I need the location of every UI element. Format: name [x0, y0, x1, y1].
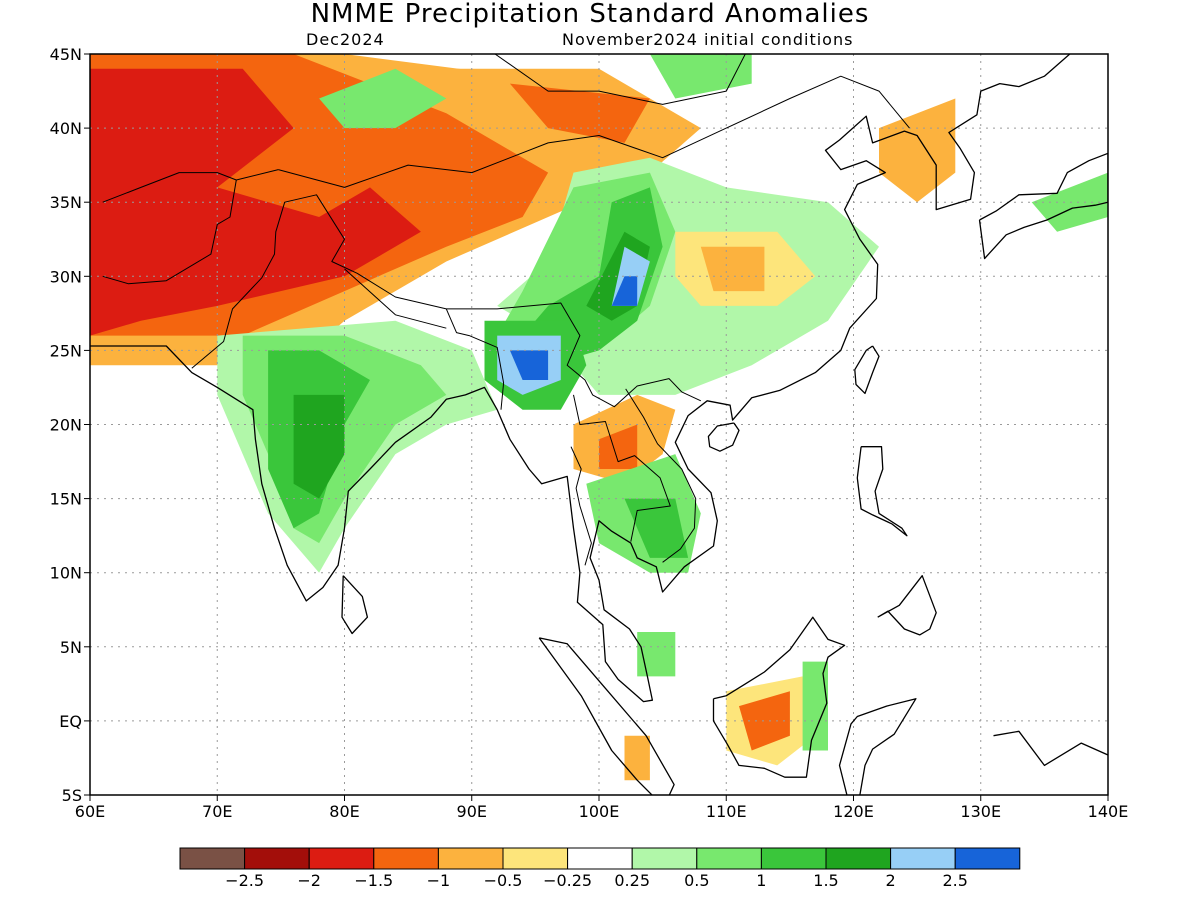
lat-tick-label-4: 25N	[50, 341, 82, 360]
coastline-6	[856, 446, 908, 537]
lon-tick-label-4: 100E	[579, 802, 620, 821]
colorbar-swatch-5	[502, 847, 569, 870]
colorbar-swatch-11	[890, 847, 956, 870]
coastline-4	[707, 422, 740, 452]
coastline-3	[712, 616, 846, 778]
lat-tick-label-9: EQ	[59, 712, 82, 731]
anomaly-region-23	[624, 498, 689, 558]
colorbar-swatch-2	[308, 847, 375, 870]
country-border-0	[102, 169, 279, 203]
colorbar-label-3: −1	[427, 871, 451, 890]
anomaly-region-19	[293, 394, 345, 499]
coastline-10	[978, 152, 1108, 260]
coastline-0	[90, 54, 1071, 703]
lon-tick-label-5: 110E	[706, 802, 747, 821]
lon-tick-label-2: 80E	[329, 802, 359, 821]
lat-lon-gridlines	[90, 54, 1108, 795]
coastline-8	[838, 698, 917, 795]
colorbar-swatch-9	[760, 847, 827, 870]
anomaly-region-4	[509, 83, 650, 143]
lat-tick-label-10: 5S	[62, 786, 82, 805]
country-border-3	[445, 308, 505, 410]
anomaly-region-32	[624, 735, 650, 781]
colorbar-swatch-4	[437, 847, 504, 870]
colorbar-swatch-12	[954, 847, 1021, 870]
colorbar-label-9: 1.5	[813, 871, 838, 890]
colorbar-label-4: −0.5	[484, 871, 523, 890]
country-border-9	[570, 446, 592, 566]
colorbar-label-1: −2	[297, 871, 321, 890]
lat-tick-label-2: 35N	[50, 193, 82, 212]
anomaly-shading	[90, 54, 1108, 781]
colorbar-label-10: 2	[886, 871, 896, 890]
coastline-2	[538, 637, 675, 795]
colorbar-label-2: −1.5	[354, 871, 393, 890]
lat-tick-label-8: 5N	[60, 638, 82, 657]
colorbar-swatch-3	[373, 847, 439, 870]
colorbar-label-6: 0.25	[614, 871, 650, 890]
lon-tick-label-6: 120E	[833, 802, 874, 821]
lon-tick-label-0: 60E	[75, 802, 105, 821]
anomaly-region-26	[802, 661, 828, 751]
colorbar-swatch-10	[825, 847, 892, 870]
colorbar-label-7: 0.5	[684, 871, 709, 890]
colorbar-swatch-1	[244, 847, 310, 870]
coastline-5	[854, 345, 880, 395]
country-border-1	[102, 179, 237, 285]
anomaly-region-25	[739, 691, 790, 751]
lat-tick-label-5: 20N	[50, 416, 82, 435]
colorbar-label-11: 2.5	[942, 871, 967, 890]
coastlines-and-borders	[90, 54, 1108, 795]
lat-tick-label-0: 45N	[50, 45, 82, 64]
lat-tick-label-7: 10N	[50, 564, 82, 583]
lat-tick-label-1: 40N	[50, 119, 82, 138]
figure-title: NMME Precipitation Standard Anomalies	[311, 0, 870, 29]
anomaly-region-15	[700, 246, 765, 292]
lat-tick-label-3: 30N	[50, 267, 82, 286]
colorbar-swatch-8	[696, 847, 762, 870]
colorbar-label-8: 1	[756, 871, 766, 890]
lon-tick-label-1: 70E	[202, 802, 232, 821]
subtitle-month: Dec2024	[306, 30, 385, 49]
coastline-7	[877, 575, 937, 636]
anomaly-region-30	[1031, 172, 1108, 232]
lat-tick-label-6: 15N	[50, 490, 82, 509]
country-border-6	[278, 75, 910, 188]
colorbar-legend: −2.5 −2 −1.5 −1 −0.5 −0.25 0.25 0.5 1 1.5 2 2.5	[179, 847, 1021, 890]
colorbar-label-0: −2.5	[225, 871, 264, 890]
anomaly-region-10	[611, 276, 638, 306]
country-border-4	[344, 268, 447, 329]
anomaly-region-31	[637, 632, 676, 677]
anomaly-region-7	[509, 187, 663, 366]
country-border-7	[573, 394, 671, 542]
anomaly-region-28	[319, 68, 447, 129]
anomaly-region-2	[90, 68, 421, 336]
lon-tick-label-8: 140E	[1088, 802, 1129, 821]
country-border-2	[191, 194, 702, 408]
coastline-1	[341, 575, 369, 635]
colorbar-swatch-7	[631, 847, 698, 870]
colorbar-swatch-0	[179, 847, 246, 870]
colorbar-swatch-6	[567, 847, 633, 870]
coastline-9	[993, 730, 1108, 767]
lon-tick-label-3: 90E	[457, 802, 487, 821]
anomaly-region-29	[649, 54, 752, 99]
anomaly-region-13	[509, 350, 549, 380]
colorbar-label-5: −0.25	[543, 871, 592, 890]
country-border-8	[625, 388, 697, 563]
subtitle-initial-conditions: November2024 initial conditions	[562, 30, 853, 49]
country-border-5	[494, 54, 746, 105]
lon-tick-label-7: 130E	[960, 802, 1001, 821]
